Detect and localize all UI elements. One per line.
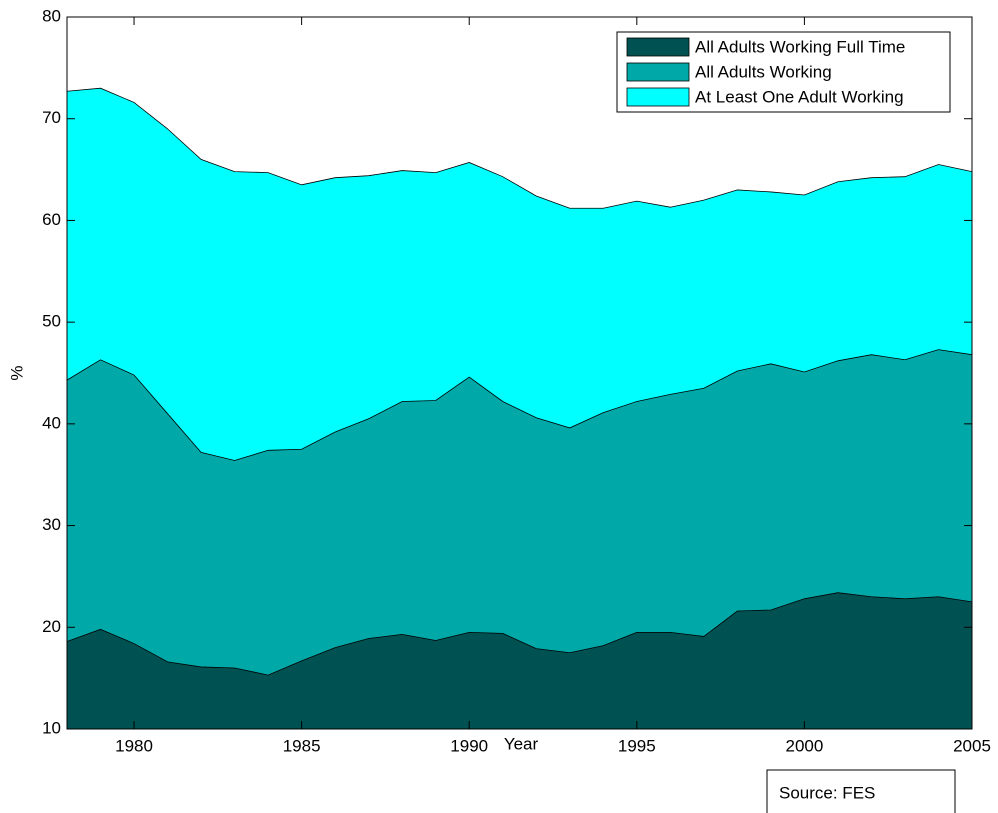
- area-edge: [66, 349, 973, 461]
- x-tick-label: 1990: [450, 736, 488, 755]
- area-edge: [66, 87, 973, 209]
- y-tick-label: 40: [42, 413, 61, 432]
- y-tick-label: 30: [42, 515, 61, 534]
- area-fill: [67, 592, 972, 729]
- y-axis-label: %: [7, 365, 26, 380]
- legend-swatch: [626, 87, 690, 107]
- y-tick-label: 10: [42, 718, 61, 737]
- source-note: Source: FES: [779, 783, 875, 802]
- legend-swatch: [626, 37, 690, 57]
- legend-label: At Least One Adult Working: [695, 87, 904, 106]
- x-axis-label: Year: [504, 734, 539, 753]
- plot-frame: [66, 16, 973, 730]
- y-tick-label: 80: [42, 6, 61, 25]
- y-tick-label: 70: [42, 108, 61, 127]
- y-tick-label: 50: [42, 312, 61, 331]
- y-tick-label: 20: [42, 617, 61, 636]
- x-tick-label: 2005: [953, 736, 991, 755]
- x-tick-label: 2000: [785, 736, 823, 755]
- x-tick-label: 1985: [283, 736, 321, 755]
- source-box: [766, 769, 956, 813]
- x-tick-label: 1980: [115, 736, 153, 755]
- legend-label: All Adults Working Full Time: [695, 37, 905, 56]
- area-edge: [66, 592, 973, 676]
- y-tick-label: 60: [42, 210, 61, 229]
- x-tick-label: 1995: [618, 736, 656, 755]
- legend-label: All Adults Working: [695, 62, 832, 81]
- legend-swatch: [626, 62, 690, 82]
